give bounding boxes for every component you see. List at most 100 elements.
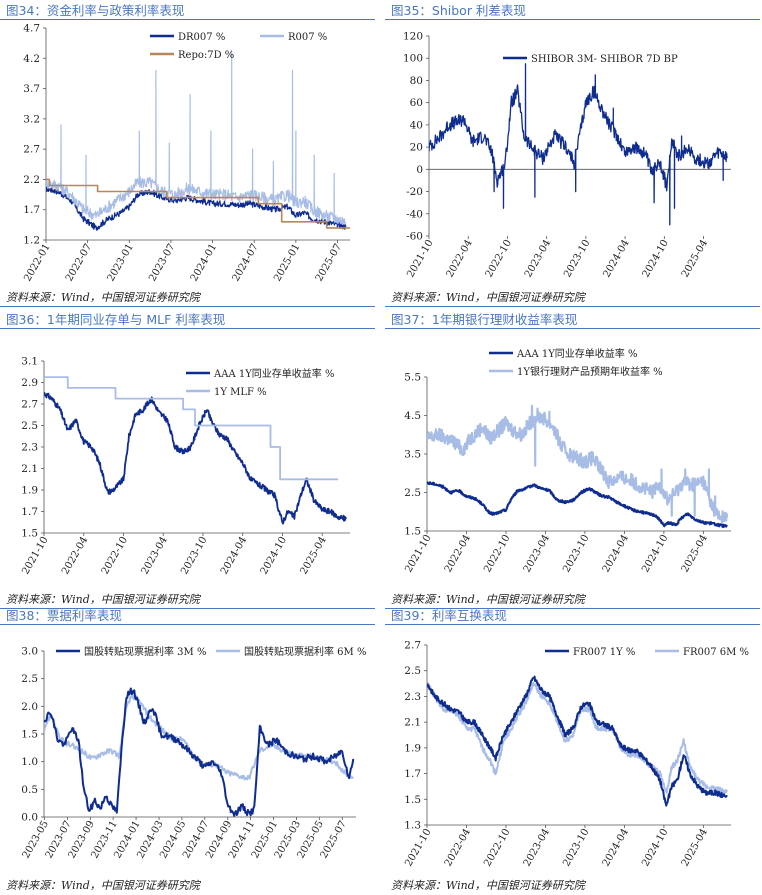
y-tick-label: 2.5 xyxy=(21,420,38,432)
x-tick-label: 2024-10 xyxy=(640,533,670,574)
title-divider xyxy=(0,624,375,625)
legend-label: 国股转贴现票据利率 6M % xyxy=(244,645,366,658)
x-tick-label: 2024-04 xyxy=(601,238,631,279)
chart-svg-34: 1.2 1.7 2.2 2.7 3.2 3.7 4.2 4.7 2022-01 2022-07 20… xyxy=(22,23,350,283)
series-line xyxy=(44,376,339,481)
series-line xyxy=(427,481,728,529)
x-tick-label: 2023-04 xyxy=(523,238,553,279)
x-tick-label: 2023-07 xyxy=(147,242,177,283)
x-tick-label: 2022-10 xyxy=(482,533,512,574)
x-tick-label: 2023-10 xyxy=(179,535,209,576)
y-tick-label: 1.7 xyxy=(23,204,40,216)
source-note-34: 资料来源：Wind，中国银河证券研究院 xyxy=(6,291,200,304)
bottom-divider xyxy=(385,306,760,307)
y-tick-label: 2.5 xyxy=(404,665,421,677)
series-line xyxy=(427,681,728,794)
x-tick-label: 2021-10 xyxy=(405,238,435,279)
y-tick-label: 2.3 xyxy=(404,691,421,703)
series-line xyxy=(46,185,347,231)
x-tick-label: 2023-01 xyxy=(106,242,136,283)
y-tick-label: 4.5 xyxy=(404,410,421,422)
x-tick-label: 2023-10 xyxy=(561,827,591,868)
x-tick-label: 2021-10 xyxy=(20,535,50,576)
y-tick-label: 100 xyxy=(403,53,423,65)
source-note-39: 资料来源：Wind，中国银河证券研究院 xyxy=(391,879,585,892)
title-divider xyxy=(385,328,760,329)
y-tick-label: 5.5 xyxy=(404,372,421,384)
legend-label: DR007 % xyxy=(178,32,225,43)
series-line xyxy=(46,178,350,229)
y-tick-label: 1.0 xyxy=(21,756,38,768)
x-tick-label: 2023-10 xyxy=(562,238,592,279)
y-tick-label: 2.1 xyxy=(21,463,38,475)
y-tick-label: 0 xyxy=(416,164,423,176)
chart-svg-38: 0.00.51.01.52.02.53.02023-052023-072023-… xyxy=(21,645,367,860)
source-note-36: 资料来源：Wind，中国银河证券研究院 xyxy=(6,593,200,606)
y-tick-label: 1.7 xyxy=(21,506,38,518)
y-tick-label: 40 xyxy=(410,119,423,131)
x-tick-label: 2024-01 xyxy=(189,242,219,283)
title-divider xyxy=(0,328,375,329)
series-line xyxy=(44,694,354,781)
x-tick-label: 2022-04 xyxy=(445,238,475,279)
x-tick-label: 2023-10 xyxy=(561,533,591,574)
x-tick-label: 2021-10 xyxy=(403,533,433,574)
y-tick-label: 2.9 xyxy=(21,377,38,389)
y-tick-label: 0.5 xyxy=(21,784,38,796)
legend-label: R007 % xyxy=(288,32,327,43)
y-tick-label: 1.5 xyxy=(404,526,421,538)
y-tick-label: 3.1 xyxy=(21,356,38,368)
series-line xyxy=(427,675,728,807)
chart-panel-34: 图34：资金利率与政策利率表现 1.2 1.7 2.2 2.7 3.2 3.7 4.2 4.7… xyxy=(0,0,375,307)
series-line xyxy=(44,392,347,525)
x-tick-label: 2024-10 xyxy=(640,827,670,868)
y-tick-label: 3.0 xyxy=(21,646,38,658)
series-line xyxy=(427,404,729,524)
series-line xyxy=(44,687,355,817)
y-tick-label: 2.1 xyxy=(404,717,421,729)
y-tick-label: 2.3 xyxy=(21,442,38,454)
x-tick-label: 2022-04 xyxy=(443,827,473,868)
y-tick-label: 60 xyxy=(410,97,423,109)
x-tick-label: 2025-01 xyxy=(272,242,302,283)
x-tick-label: 2025-04 xyxy=(680,533,710,574)
legend-label: 国股转贴现票据利率 3M % xyxy=(84,645,206,658)
source-note-38: 资料来源：Wind，中国银河证券研究院 xyxy=(6,879,200,892)
y-tick-label: 1.2 xyxy=(23,235,40,247)
y-tick-label: -40 xyxy=(406,208,423,220)
bottom-divider xyxy=(385,608,760,609)
y-tick-label: 2.5 xyxy=(404,487,421,499)
bottom-divider xyxy=(0,306,375,307)
y-tick-label: 1.9 xyxy=(21,485,38,497)
y-tick-label: 1.9 xyxy=(404,742,421,754)
x-tick-label: 2025-04 xyxy=(680,827,710,868)
legend-label: SHIBOR 3M- SHIBOR 7D BP xyxy=(531,54,678,65)
series-line xyxy=(46,51,347,225)
x-tick-label: 2022-10 xyxy=(484,238,514,279)
chart-title-38: 图38：票据利率表现 xyxy=(6,608,122,623)
source-note-37: 资料来源：Wind，中国银河证券研究院 xyxy=(391,593,585,606)
y-tick-label: 4.7 xyxy=(23,23,40,35)
x-tick-label: 2022-04 xyxy=(60,535,90,576)
x-tick-label: 2024-04 xyxy=(601,827,631,868)
y-tick-label: 3.2 xyxy=(23,113,40,125)
y-tick-label: 120 xyxy=(403,31,423,43)
legend-label: 1Y银行理财产品预期年收益率 % xyxy=(517,365,663,378)
chart-panel-38: 图38：票据利率表现 0.0 0.5 1.0 1.5 2.0 2.5 3.0 2023-05 2… xyxy=(0,605,375,895)
x-tick-label: 2025-07 xyxy=(314,242,344,283)
title-divider xyxy=(385,19,760,20)
y-tick-label: 2.0 xyxy=(21,701,38,713)
x-tick-label: 2023-04 xyxy=(522,533,552,574)
chart-panel-36: 图36：1年期同业存单与 MLF 利率表现 1.5 1.7 1.9 2.1 2.3 2.5… xyxy=(0,309,375,609)
y-tick-label: 1.5 xyxy=(404,794,421,806)
chart-title-34: 图34：资金利率与政策利率表现 xyxy=(6,3,185,18)
chart-svg-37: 1.5 2.5 3.5 4.5 5.5 2021-10 2022-04 2022-10 2023… xyxy=(403,347,731,574)
x-tick-label: 2023-04 xyxy=(140,535,170,576)
x-tick-label: 2024-10 xyxy=(641,238,671,279)
x-tick-label: 2023-04 xyxy=(522,827,552,868)
legend-label: 1Y MLF % xyxy=(214,387,267,398)
chart-title-39: 图39：利率互换表现 xyxy=(391,608,507,623)
title-divider xyxy=(385,624,760,625)
y-tick-label: 1.5 xyxy=(21,729,38,741)
y-tick-label: 2.7 xyxy=(21,399,38,411)
